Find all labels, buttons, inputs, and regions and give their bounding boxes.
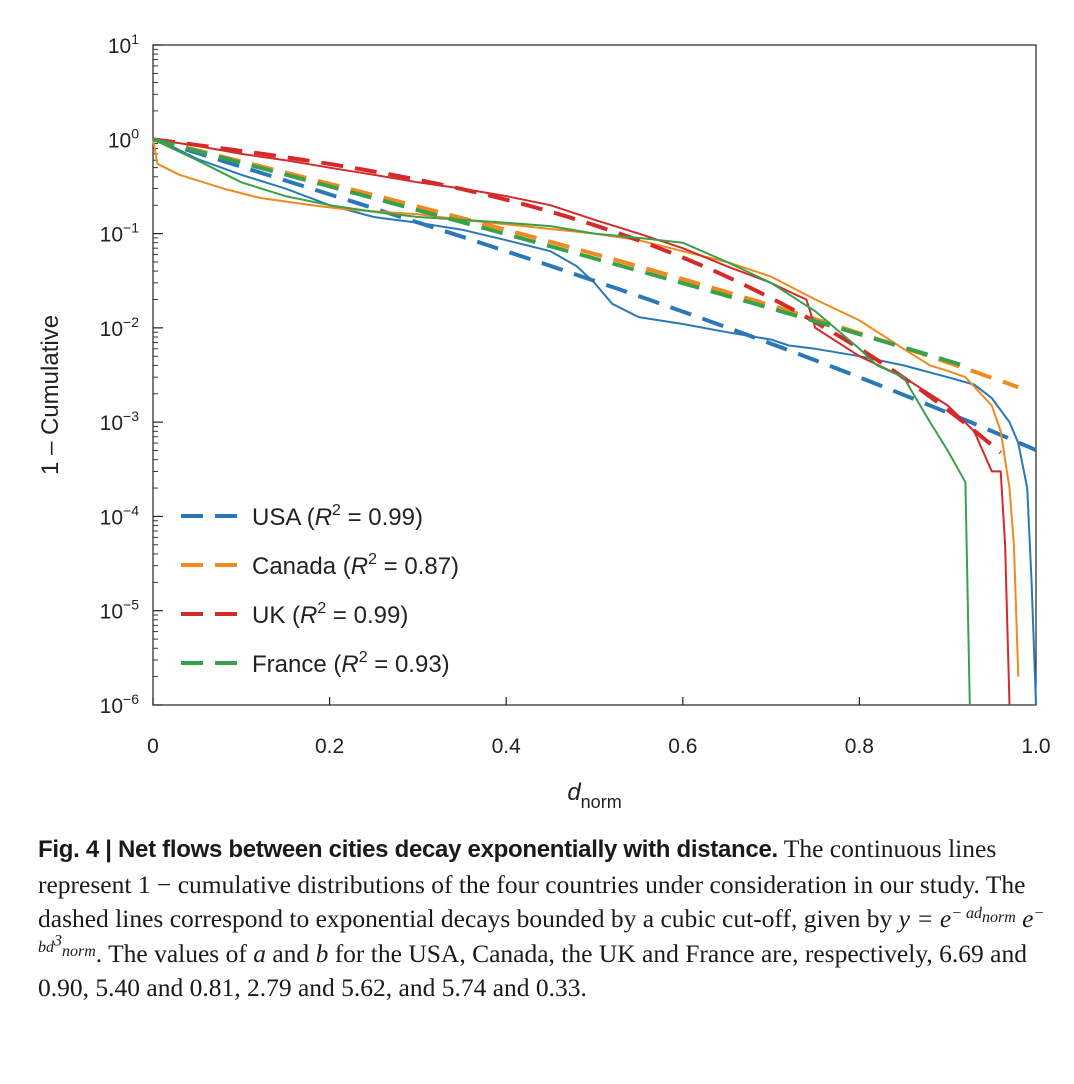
uk-empirical-line <box>152 138 1011 706</box>
y-tick-label: 101 <box>108 31 139 58</box>
uk-fit-line <box>152 137 1002 455</box>
usa-legend-label: USA (R2 = 0.99) <box>252 502 423 531</box>
x-axis-title: dnorm <box>567 779 621 812</box>
uk-legend-label: UK (R2 = 0.99) <box>252 600 408 629</box>
canada-empirical-line <box>152 139 1020 677</box>
caption-part2: . The values of <box>95 938 254 968</box>
canada-fit-line <box>152 137 1019 390</box>
formula-exp2: − bd3norm <box>38 904 1045 961</box>
formula-exp1-sub: norm <box>982 908 1016 926</box>
x-tick-label: 0.2 <box>315 735 344 758</box>
france-legend-label: France (R2 = 0.93) <box>252 649 450 678</box>
x-tick-label: 0.8 <box>845 735 874 758</box>
y-tick-label: 10−1 <box>100 220 140 247</box>
x-tick-label: 0.6 <box>668 735 697 758</box>
formula-e2: e <box>1015 904 1034 933</box>
x-tick-label: 0.4 <box>492 735 522 758</box>
caption-var-b: b <box>315 938 329 968</box>
chart-container: 101 100 10−1 10−2 10−3 10−4 10−5 10−6 0 0.2 0.4 0.6… <box>37 31 1051 812</box>
y-tick-label: 10−5 <box>100 597 140 624</box>
formula-exp2-sup: 3 <box>54 932 62 950</box>
x-tick-label: 1.0 <box>1021 735 1050 758</box>
decay-chart: 101 100 10−1 10−2 10−3 10−4 10−5 10−6 0 0.2 0.4 0.6… <box>37 31 1051 812</box>
formula-exp1: − adnorm <box>951 904 1016 925</box>
y-tick-label: 10−6 <box>100 691 140 718</box>
y-axis-title: 1 – Cumulative <box>37 315 64 475</box>
figure-caption: Fig. 4 | Net flows between cities decay … <box>38 832 1048 1006</box>
caption-part1: The continuous lines represent 1 − cumul… <box>38 834 1026 933</box>
y-tick-label: 10−2 <box>100 314 140 341</box>
plot-frame <box>152 44 1037 706</box>
formula-exp2-text: − bd <box>38 904 1045 956</box>
usa-fit-line <box>152 137 1037 452</box>
caption-part3: for the USA, Canada, the UK and France a… <box>38 938 1027 1003</box>
x-tick-label: 0 <box>147 735 159 758</box>
caption-formula: y = e− adnorm e− bd3norm <box>38 904 1044 968</box>
axes: 101 100 10−1 10−2 10−3 10−4 10−5 10−6 0 0.2 0.4 0.6… <box>37 31 1051 812</box>
series-lines <box>152 137 1037 706</box>
y-tick-label: 10−3 <box>100 408 140 435</box>
caption-and: and <box>265 938 316 968</box>
formula-exp2-sub: norm <box>62 943 96 961</box>
france-fit-line <box>152 137 966 368</box>
caption-lead: Fig. 4 | Net flows between cities decay … <box>38 836 778 863</box>
canada-legend-label: Canada (R2 = 0.87) <box>252 551 459 580</box>
formula-exp1-text: − ad <box>951 904 983 922</box>
y-tick-label: 10−4 <box>100 502 140 529</box>
france-empirical-line <box>152 138 971 706</box>
usa-empirical-line <box>152 138 1037 706</box>
y-tick-label: 100 <box>108 125 139 152</box>
formula-y: y = e <box>898 904 952 933</box>
legend: USA (R2 = 0.99) Canada (R2 = 0.87) UK (R2 … <box>181 502 459 678</box>
caption-var-a: a <box>253 938 266 968</box>
